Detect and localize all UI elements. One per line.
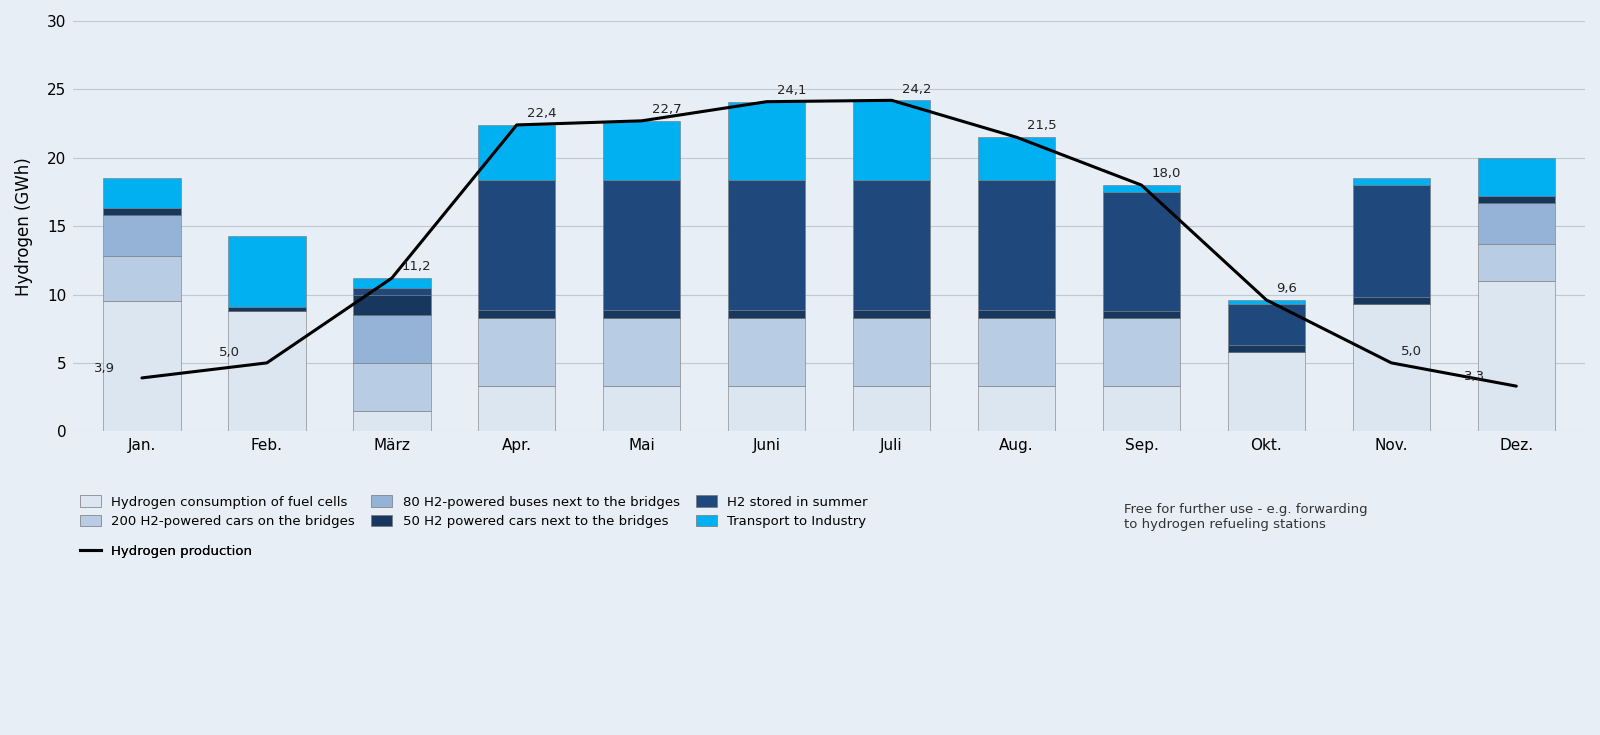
Bar xyxy=(603,386,680,431)
Bar xyxy=(978,137,1056,179)
Bar xyxy=(354,315,430,363)
Bar xyxy=(1227,352,1306,431)
Bar xyxy=(1227,345,1306,352)
Bar xyxy=(1102,185,1181,192)
Bar xyxy=(102,179,181,208)
Bar xyxy=(1352,297,1430,304)
Bar xyxy=(1477,158,1555,196)
Bar xyxy=(478,125,555,179)
Bar xyxy=(1102,318,1181,386)
Bar xyxy=(102,257,181,301)
Bar xyxy=(728,179,805,309)
Bar xyxy=(478,386,555,431)
Text: 22,4: 22,4 xyxy=(526,107,557,120)
Bar xyxy=(229,311,306,431)
Bar xyxy=(1227,304,1306,345)
Bar xyxy=(603,121,680,179)
Legend: Hydrogen production: Hydrogen production xyxy=(80,545,253,558)
Bar xyxy=(728,309,805,318)
Bar xyxy=(603,318,680,386)
Text: 11,2: 11,2 xyxy=(402,260,432,273)
Text: 3,9: 3,9 xyxy=(94,362,115,375)
Bar xyxy=(853,386,930,431)
Bar xyxy=(603,309,680,318)
Text: 9,6: 9,6 xyxy=(1277,282,1298,295)
Bar xyxy=(478,179,555,309)
Bar xyxy=(1227,300,1306,304)
Y-axis label: Hydrogen (GWh): Hydrogen (GWh) xyxy=(14,157,34,295)
Bar xyxy=(978,309,1056,318)
Bar xyxy=(728,386,805,431)
Bar xyxy=(853,309,930,318)
Bar xyxy=(1477,244,1555,281)
Bar xyxy=(1477,281,1555,431)
Bar xyxy=(853,179,930,309)
Bar xyxy=(354,363,430,411)
Text: 3,3: 3,3 xyxy=(1464,370,1485,383)
Bar xyxy=(1352,304,1430,431)
Text: 24,1: 24,1 xyxy=(776,84,806,97)
Bar xyxy=(728,101,805,179)
Bar xyxy=(978,318,1056,386)
Bar xyxy=(853,100,930,179)
Text: Free for further use - e.g. forwarding
to hydrogen refueling stations: Free for further use - e.g. forwarding t… xyxy=(1123,503,1368,531)
Bar xyxy=(1102,311,1181,318)
Bar xyxy=(102,208,181,215)
Text: 22,7: 22,7 xyxy=(651,103,682,116)
Bar xyxy=(229,236,306,306)
Bar xyxy=(603,179,680,309)
Text: 18,0: 18,0 xyxy=(1152,168,1181,180)
Bar xyxy=(102,215,181,257)
Bar xyxy=(354,278,430,287)
Bar xyxy=(478,309,555,318)
Bar xyxy=(728,318,805,386)
Text: 24,2: 24,2 xyxy=(901,82,931,96)
Bar xyxy=(478,318,555,386)
Text: 5,0: 5,0 xyxy=(1402,345,1422,358)
Text: 21,5: 21,5 xyxy=(1027,120,1056,132)
Bar xyxy=(1102,386,1181,431)
Bar xyxy=(1352,179,1430,185)
Bar xyxy=(1102,192,1181,311)
Text: 5,0: 5,0 xyxy=(219,346,240,359)
Bar xyxy=(978,179,1056,309)
Bar xyxy=(1477,203,1555,244)
Bar xyxy=(229,306,306,311)
Bar xyxy=(102,301,181,431)
Bar xyxy=(1477,196,1555,203)
Bar xyxy=(1352,185,1430,297)
Bar xyxy=(853,318,930,386)
Bar xyxy=(354,295,430,315)
Bar xyxy=(354,411,430,431)
Bar xyxy=(978,386,1056,431)
Bar xyxy=(354,287,430,295)
